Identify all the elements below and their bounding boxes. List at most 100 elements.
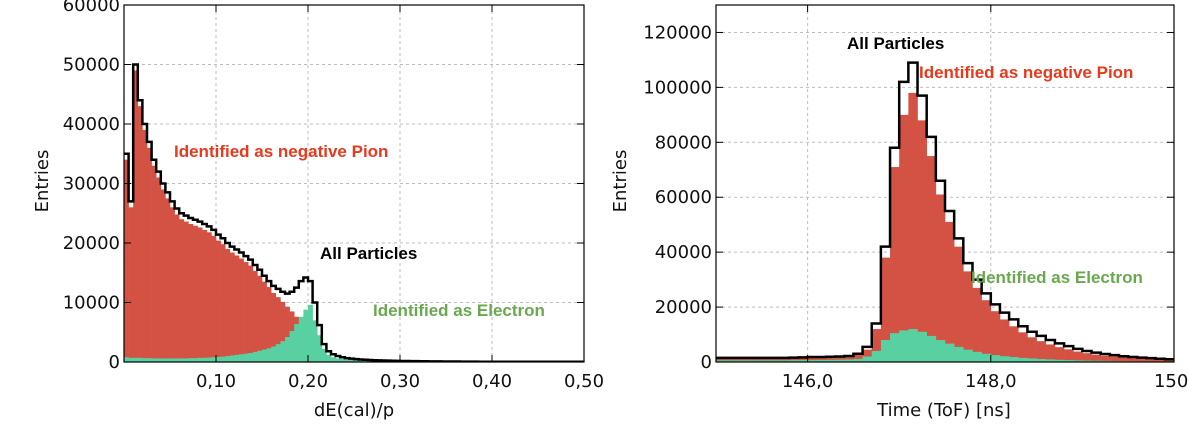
left-pion-bar [234,255,240,362]
right-pion-bar [853,354,863,362]
right-pion-bar [1018,332,1028,362]
right-pion-annotation: Identified as negative Pion [919,63,1133,82]
left-electron-bar [202,357,208,362]
right-pion-bar [890,167,900,362]
left-pion-bar [128,207,134,362]
left-pion-bar [275,297,281,362]
right-electron-bar [1073,360,1083,362]
right-electron-bar [816,359,827,362]
right-frame [715,4,1175,363]
right-pion-bar [1146,358,1156,362]
left-y-tick-label: 50000 [63,55,120,76]
right-pion-bar [807,357,818,362]
right-y-tick-label: 80000 [655,132,712,153]
left-x-tick-label: 0,30 [380,371,420,392]
right-electron-bar [871,351,882,362]
left-electron-bar [147,358,152,362]
left-x-axis-label: dE(cal)/p [314,400,394,421]
left-electron-bar [285,337,290,362]
left-y-axis-label: Entries [32,150,53,213]
right-pion-bar [880,257,891,362]
right-electron-bar [825,359,836,362]
right-pion-bar [734,358,744,362]
right-electron-bar [1009,357,1019,362]
left-electron-bar [239,354,244,362]
right-electron-bar [899,330,909,362]
right-electron-bar [780,360,790,362]
left-electron-bar [275,344,281,362]
right-electron-bar [752,360,763,362]
right-y-tick-label: 100000 [643,77,712,98]
right-pion-bar [780,358,790,362]
right-electron-bar [880,340,891,362]
right-pion-bar [981,300,992,362]
left-electron-bar [317,335,323,362]
right-pion-bar [972,287,982,362]
right-electron-bar [954,346,964,362]
right-ticks: 146,0 148,0 150, 0 20000 40000 60000 80000 10000… [643,5,1188,392]
right-electron-bar [862,356,873,362]
right-pion-bar [1027,337,1037,362]
right-electron-bar [1082,360,1092,362]
left-pion-bar [188,223,194,362]
right-x-tick-label: 150, [1154,371,1188,392]
right-plot-frame [715,4,1175,363]
right-x-axis-label: Time (ToF) [ns] [876,400,1011,421]
left-electron-bar [183,358,189,362]
left-pion-bar [133,70,139,362]
left-electron-bar [312,320,318,362]
right-pion-bar [743,358,753,362]
left-electron-bar [151,358,157,362]
left-electron-bar [248,353,254,362]
right-electron-bar [1027,358,1037,362]
right-y-axis-label: Entries [610,150,631,213]
left-bars [124,63,584,362]
right-electron-bar [807,360,818,362]
left-pion-bar [262,281,267,362]
right-pion-bar [835,357,845,362]
left-electron-bar [266,348,272,362]
left-pion-bar [193,225,198,362]
left-electron-bar [128,357,134,362]
left-electron-bar [271,346,277,362]
left-electron-bar [179,358,185,362]
right-electron-bar [999,356,1010,362]
left-pion-bar [170,207,175,362]
right-electron-bar [1091,360,1102,362]
left-x-tick-label: 0,50 [564,371,604,392]
right-pion-bar [716,358,726,362]
left-pion-bar [183,221,189,362]
right-electron-bar [935,340,946,362]
right-electron-bar [981,353,992,362]
right-electron-bar [890,333,900,362]
left-electron-bar [363,360,369,362]
left-electron-bar [349,359,355,362]
left-pion-bar [160,189,166,362]
right-all-annotation: All Particles [847,34,944,53]
left-electron-bar [340,359,346,362]
right-electron-bar [798,360,808,362]
left-pion-bar [156,177,162,362]
left-electron-bar [326,354,332,362]
left-pion-bar [252,270,258,362]
right-pion-bar [1137,358,1147,362]
left-x-tick-label: 0,10 [196,371,236,392]
left-y-tick-label: 30000 [63,174,120,195]
right-pion-bar [862,349,873,362]
right-electron-bar [1045,359,1056,362]
right-pion-bar [990,311,1001,362]
left-electron-bar [220,356,226,362]
right-pion-bar [1164,359,1174,362]
right-pion-bar [725,358,735,362]
right-pion-bar [1155,359,1166,362]
right-pion-bar [770,358,781,362]
left-pion-bar [239,258,244,362]
left-pion-bar [174,214,180,362]
right-electron-bar [926,335,937,362]
left-pion-bar [165,198,171,362]
left-pion-bar [124,159,129,362]
right-pion-bar [945,221,955,362]
left-pion-bar [266,287,272,362]
right-electron-bar [743,360,753,362]
left-pion-bar [271,292,277,362]
